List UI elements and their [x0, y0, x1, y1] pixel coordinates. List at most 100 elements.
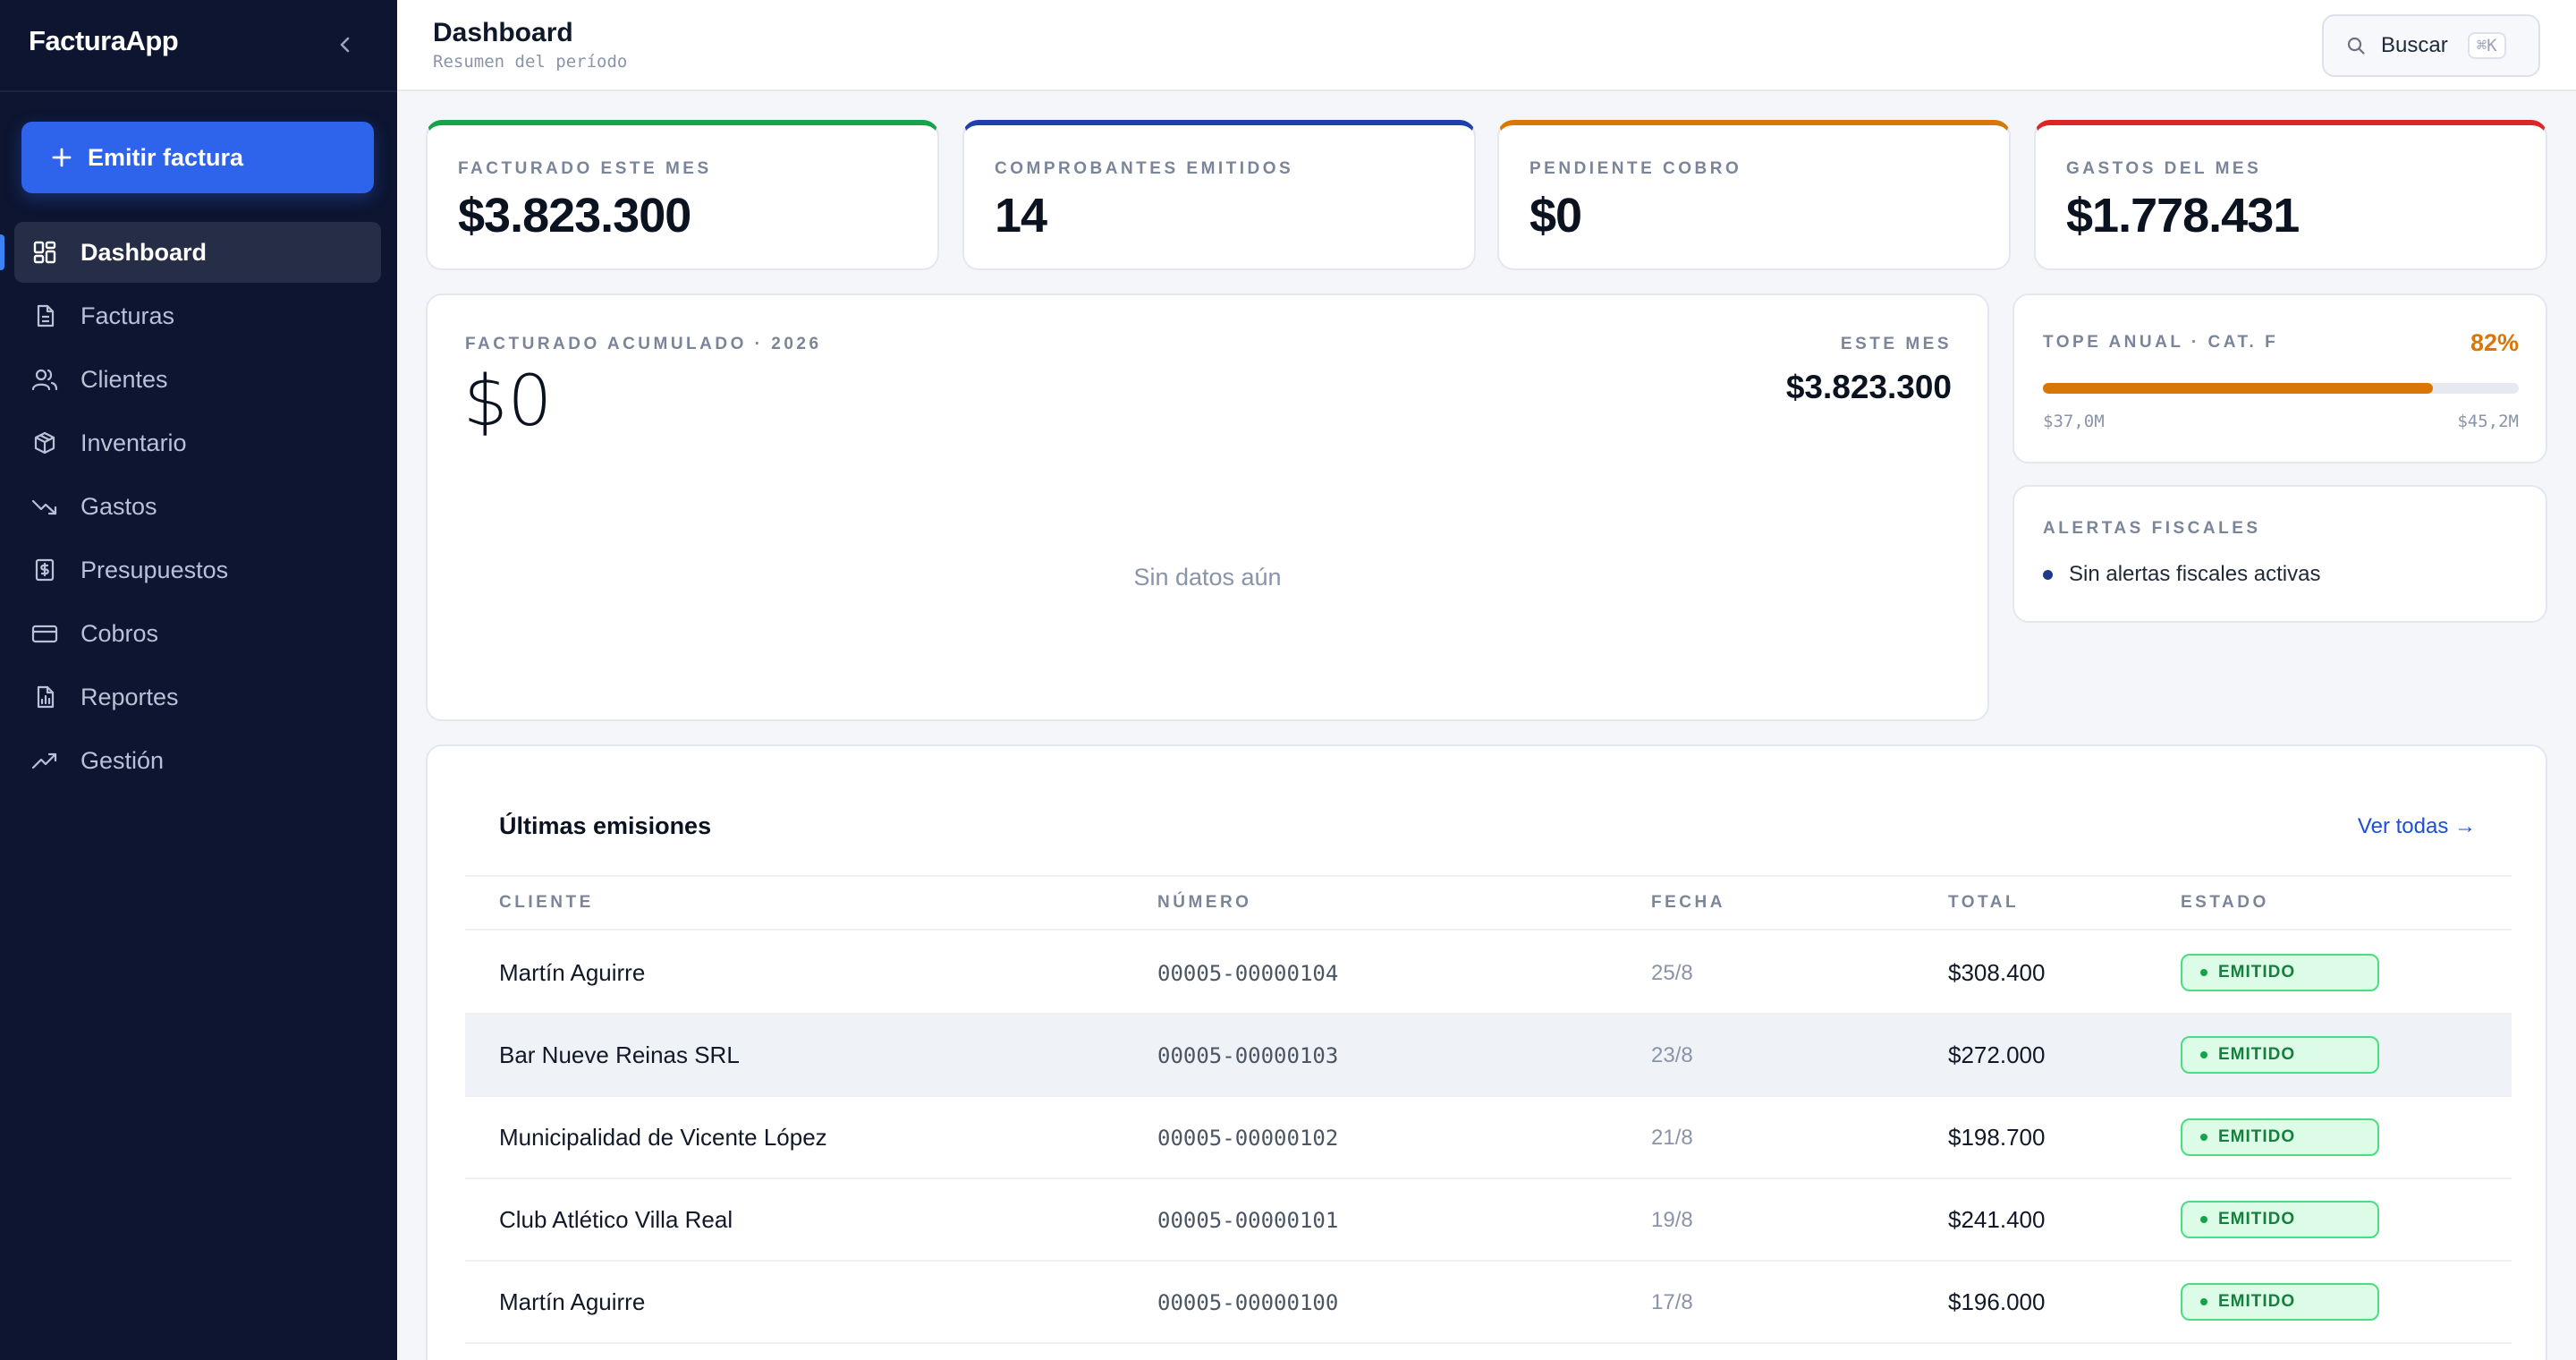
cell-total: $198.700 — [1948, 1124, 2046, 1151]
trend-up-icon — [30, 746, 59, 775]
view-all-link[interactable]: Ver todas → — [2357, 814, 2476, 838]
status-badge: EMITIDO — [2181, 1283, 2379, 1321]
sidebar-item-inventario[interactable]: Inventario — [14, 412, 381, 473]
status-badge: EMITIDO — [2181, 1201, 2379, 1238]
cell-total: $196.000 — [1948, 1288, 2046, 1315]
users-icon — [30, 365, 59, 394]
grid-icon — [30, 238, 59, 267]
fiscal-alerts-panel: ALERTAS FISCALES Sin alertas fiscales ac… — [2012, 485, 2547, 623]
status-badge: EMITIDO — [2181, 1036, 2379, 1074]
table-row[interactable]: Club Atlético Villa Real 00005-00000101 … — [465, 1179, 2512, 1262]
cell-cliente: Municipalidad de Vicente López — [499, 1124, 827, 1151]
plus-icon — [52, 148, 72, 167]
cell-numero: 00005-00000103 — [1157, 1043, 1339, 1068]
app-logo: FacturaApp — [29, 25, 179, 56]
sidebar-item-label: Cobros — [80, 619, 159, 647]
cell-cliente: Bar Nueve Reinas SRL — [499, 1041, 740, 1068]
cell-fecha: 21/8 — [1651, 1126, 1693, 1150]
table-row[interactable]: Martín Aguirre 00005-00000100 17/8 $196.… — [465, 1262, 2512, 1344]
status-dot-icon — [2200, 1216, 2207, 1223]
stat-value: $1.778.431 — [2066, 189, 2300, 242]
cap-progress-fill — [2043, 383, 2434, 394]
month-value: $3.823.300 — [1785, 369, 1952, 405]
stat-card-gastos: GASTOS DEL MES $1.778.431 — [2034, 120, 2547, 270]
sidebar-item-cobros[interactable]: Cobros — [14, 603, 381, 664]
stat-value: $3.823.300 — [458, 189, 691, 242]
page-title: Dashboard — [433, 18, 573, 47]
status-text: EMITIDO — [2218, 1210, 2296, 1228]
chevron-left-icon — [340, 37, 350, 53]
sidebar-item-label: Inventario — [80, 429, 187, 456]
sidebar-item-label: Dashboard — [80, 238, 208, 266]
cell-total: $308.400 — [1948, 959, 2046, 986]
sidebar: FacturaApp Emitir factura Dashboard Fact… — [0, 0, 397, 1360]
bullet-icon — [2043, 569, 2053, 580]
column-header-numero: NÚMERO — [1157, 893, 1252, 912]
search-button[interactable]: Buscar ⌘K — [2322, 14, 2540, 77]
cell-total: $272.000 — [1948, 1041, 2046, 1068]
sidebar-item-label: Facturas — [80, 302, 175, 329]
sidebar-item-label: Reportes — [80, 683, 179, 710]
stat-label: PENDIENTE COBRO — [1530, 159, 1742, 178]
cell-numero: 00005-00000101 — [1157, 1208, 1339, 1233]
status-dot-icon — [2200, 1051, 2207, 1058]
cell-cliente: Martín Aguirre — [499, 959, 646, 986]
cell-cliente: Club Atlético Villa Real — [499, 1206, 733, 1233]
report-icon — [30, 683, 59, 711]
column-header-cliente: CLIENTE — [499, 893, 594, 912]
sidebar-item-presupuestos[interactable]: Presupuestos — [14, 540, 381, 600]
dollar-doc-icon — [30, 556, 59, 584]
empty-state: Sin datos aún — [1133, 564, 1282, 591]
chart-total: $0 — [463, 361, 553, 442]
top-header: Dashboard Resumen del período Buscar ⌘K — [397, 0, 2576, 91]
column-header-estado: ESTADO — [2181, 893, 2269, 912]
sidebar-item-gestion[interactable]: Gestión — [14, 730, 381, 791]
alert-item: Sin alertas fiscales activas — [2043, 562, 2320, 587]
box-icon — [30, 429, 59, 457]
stat-label: FACTURADO ESTE MES — [458, 159, 712, 178]
stat-label: COMPROBANTES EMITIDOS — [995, 159, 1294, 178]
table-row[interactable]: Bar Nueve Reinas SRL 00005-00000103 23/8… — [465, 1015, 2512, 1097]
status-dot-icon — [2200, 1134, 2207, 1141]
cell-numero: 00005-00000104 — [1157, 961, 1339, 986]
sidebar-item-label: Gastos — [80, 492, 157, 520]
table-title: Últimas emisiones — [499, 812, 712, 839]
stat-value: 14 — [995, 189, 1047, 242]
cell-fecha: 23/8 — [1651, 1043, 1693, 1067]
cap-percent: 82% — [2470, 329, 2519, 356]
collapse-sidebar-button[interactable] — [329, 27, 361, 63]
month-label: ESTE MES — [1840, 335, 1952, 353]
emit-invoice-button[interactable]: Emitir factura — [21, 122, 374, 193]
stat-value: $0 — [1530, 189, 1582, 242]
status-text: EMITIDO — [2218, 963, 2296, 982]
annual-cap-panel: TOPE ANUAL · CAT. F 82% $37,0M $45,2M — [2012, 293, 2547, 463]
sidebar-item-label: Gestión — [80, 746, 165, 774]
cell-fecha: 19/8 — [1651, 1208, 1693, 1232]
status-text: EMITIDO — [2218, 1127, 2296, 1146]
document-icon — [30, 302, 59, 330]
status-badge: EMITIDO — [2181, 954, 2379, 991]
sidebar-item-dashboard[interactable]: Dashboard — [0, 222, 381, 283]
sidebar-item-facturas[interactable]: Facturas — [14, 285, 381, 346]
cell-total: $241.400 — [1948, 1206, 2046, 1233]
search-icon — [2345, 35, 2367, 56]
sidebar-item-clientes[interactable]: Clientes — [14, 349, 381, 410]
sidebar-divider — [0, 90, 397, 92]
sidebar-item-gastos[interactable]: Gastos — [14, 476, 381, 537]
status-dot-icon — [2200, 969, 2207, 976]
cell-fecha: 17/8 — [1651, 1290, 1693, 1314]
search-shortcut: ⌘K — [2467, 32, 2506, 59]
chart-label: FACTURADO ACUMULADO · 2026 — [465, 335, 822, 353]
trend-down-icon — [30, 492, 59, 521]
search-label: Buscar — [2381, 33, 2448, 57]
credit-card-icon — [30, 619, 59, 648]
status-text: EMITIDO — [2218, 1045, 2296, 1064]
sidebar-item-label: Clientes — [80, 365, 168, 393]
alert-text: Sin alertas fiscales activas — [2069, 562, 2321, 586]
table-header: CLIENTE NÚMERO FECHA TOTAL ESTADO — [465, 875, 2512, 931]
recent-emissions-panel: Últimas emisiones Ver todas → CLIENTE NÚ… — [426, 744, 2547, 1360]
table-row[interactable]: Municipalidad de Vicente López 00005-000… — [465, 1097, 2512, 1179]
stat-label: GASTOS DEL MES — [2066, 159, 2262, 178]
sidebar-item-reportes[interactable]: Reportes — [14, 667, 381, 727]
table-row[interactable]: Martín Aguirre 00005-00000104 25/8 $308.… — [465, 932, 2512, 1015]
